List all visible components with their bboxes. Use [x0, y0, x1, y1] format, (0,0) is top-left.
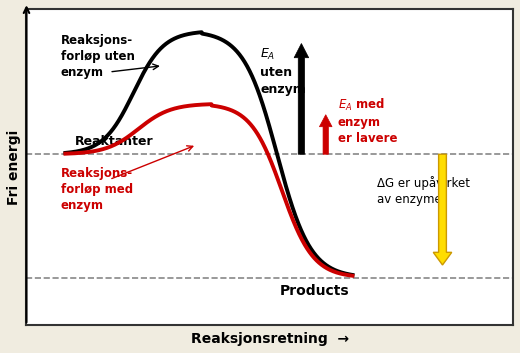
Text: Reaksjons-
forløp med
enzym: Reaksjons- forløp med enzym — [60, 167, 133, 212]
Text: Products: Products — [280, 284, 349, 298]
Text: Reaktanter: Reaktanter — [75, 135, 154, 148]
Text: ΔG er upåvirket
av enzymet: ΔG er upåvirket av enzymet — [377, 176, 470, 207]
FancyArrow shape — [294, 43, 309, 154]
X-axis label: Reaksjonsretning  →: Reaksjonsretning → — [191, 332, 349, 346]
Text: Reaksjons-
forløp uten
enzym: Reaksjons- forløp uten enzym — [60, 34, 135, 79]
FancyArrow shape — [433, 154, 452, 265]
Text: $E_A$
uten
enzym: $E_A$ uten enzym — [260, 47, 306, 96]
Y-axis label: Fri energi: Fri energi — [7, 129, 21, 204]
FancyArrow shape — [319, 115, 332, 154]
Text: $E_A$ med
enzym
er lavere: $E_A$ med enzym er lavere — [338, 97, 397, 145]
